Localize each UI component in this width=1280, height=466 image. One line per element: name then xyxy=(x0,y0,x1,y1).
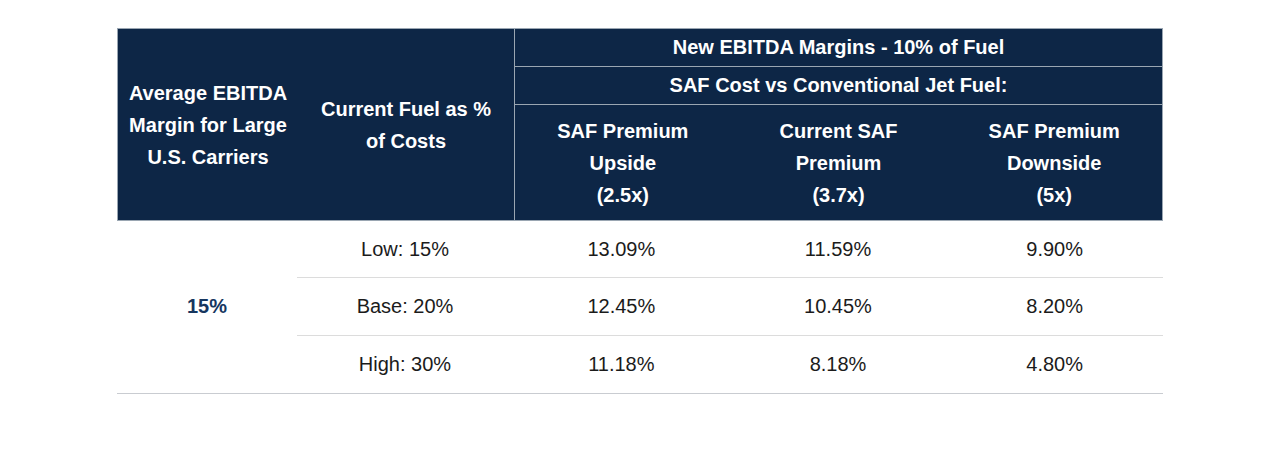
col-header-current-fuel-line: of Costs xyxy=(366,125,446,157)
scenario-header-line: (3.7x) xyxy=(812,179,864,211)
scenario-header-line: (2.5x) xyxy=(597,179,649,211)
col-header-average-ebitda-line: Average EBITDA xyxy=(129,77,287,109)
col-header-current-fuel-pct: Current Fuel as % of Costs xyxy=(298,29,514,220)
cell-value-high-current: 8.18% xyxy=(730,336,947,393)
scenario-header-line: SAF Premium xyxy=(989,115,1120,147)
col-header-saf-premium-downside: SAF Premium Downside (5x) xyxy=(946,105,1162,220)
cell-value-high-downside: 4.80% xyxy=(946,336,1163,393)
cell-value-high-upside: 11.18% xyxy=(513,336,730,393)
scenario-header-line: (5x) xyxy=(1036,179,1072,211)
cell-fuel-share-low: Low: 15% xyxy=(297,221,513,278)
group-subtitle: SAF Cost vs Conventional Jet Fuel: xyxy=(515,67,1162,105)
scenario-header-line: SAF Premium xyxy=(557,115,688,147)
col-header-average-ebitda-margin: Average EBITDA Margin for Large U.S. Car… xyxy=(118,29,298,220)
col-header-average-ebitda-line: U.S. Carriers xyxy=(147,141,268,173)
cell-fuel-share-base: Base: 20% xyxy=(297,278,513,335)
cell-fuel-share-high: High: 30% xyxy=(297,336,513,393)
cell-value-base-downside: 8.20% xyxy=(946,278,1163,335)
table-header: Average EBITDA Margin for Large U.S. Car… xyxy=(117,28,1163,221)
group-title: New EBITDA Margins - 10% of Fuel xyxy=(515,29,1162,67)
cell-average-margin: 15% xyxy=(117,221,297,393)
scenario-header-line: Premium xyxy=(796,147,882,179)
col-header-current-fuel-line: Current Fuel as % xyxy=(321,93,491,125)
scenario-header-line: Upside xyxy=(589,147,656,179)
cell-value-base-current: 10.45% xyxy=(730,278,947,335)
ebitda-sensitivity-table: Average EBITDA Margin for Large U.S. Car… xyxy=(117,28,1163,394)
page: Average EBITDA Margin for Large U.S. Car… xyxy=(0,0,1280,466)
scenario-header-row: SAF Premium Upside (2.5x) Current SAF Pr… xyxy=(515,105,1162,220)
cell-value-low-upside: 13.09% xyxy=(513,221,730,278)
cell-value-low-downside: 9.90% xyxy=(946,221,1163,278)
table-body: 15% Low: 15% 13.09% 11.59% 9.90% Base: 2… xyxy=(117,221,1163,394)
col-header-saf-premium-upside: SAF Premium Upside (2.5x) xyxy=(515,105,731,220)
cell-value-base-upside: 12.45% xyxy=(513,278,730,335)
scenario-header-line: Current SAF xyxy=(780,115,898,147)
header-group-new-ebitda-margins: New EBITDA Margins - 10% of Fuel SAF Cos… xyxy=(514,29,1162,220)
cell-value-low-current: 11.59% xyxy=(730,221,947,278)
scenario-header-line: Downside xyxy=(1007,147,1101,179)
col-header-average-ebitda-line: Margin for Large xyxy=(129,109,287,141)
col-header-current-saf-premium: Current SAF Premium (3.7x) xyxy=(731,105,947,220)
